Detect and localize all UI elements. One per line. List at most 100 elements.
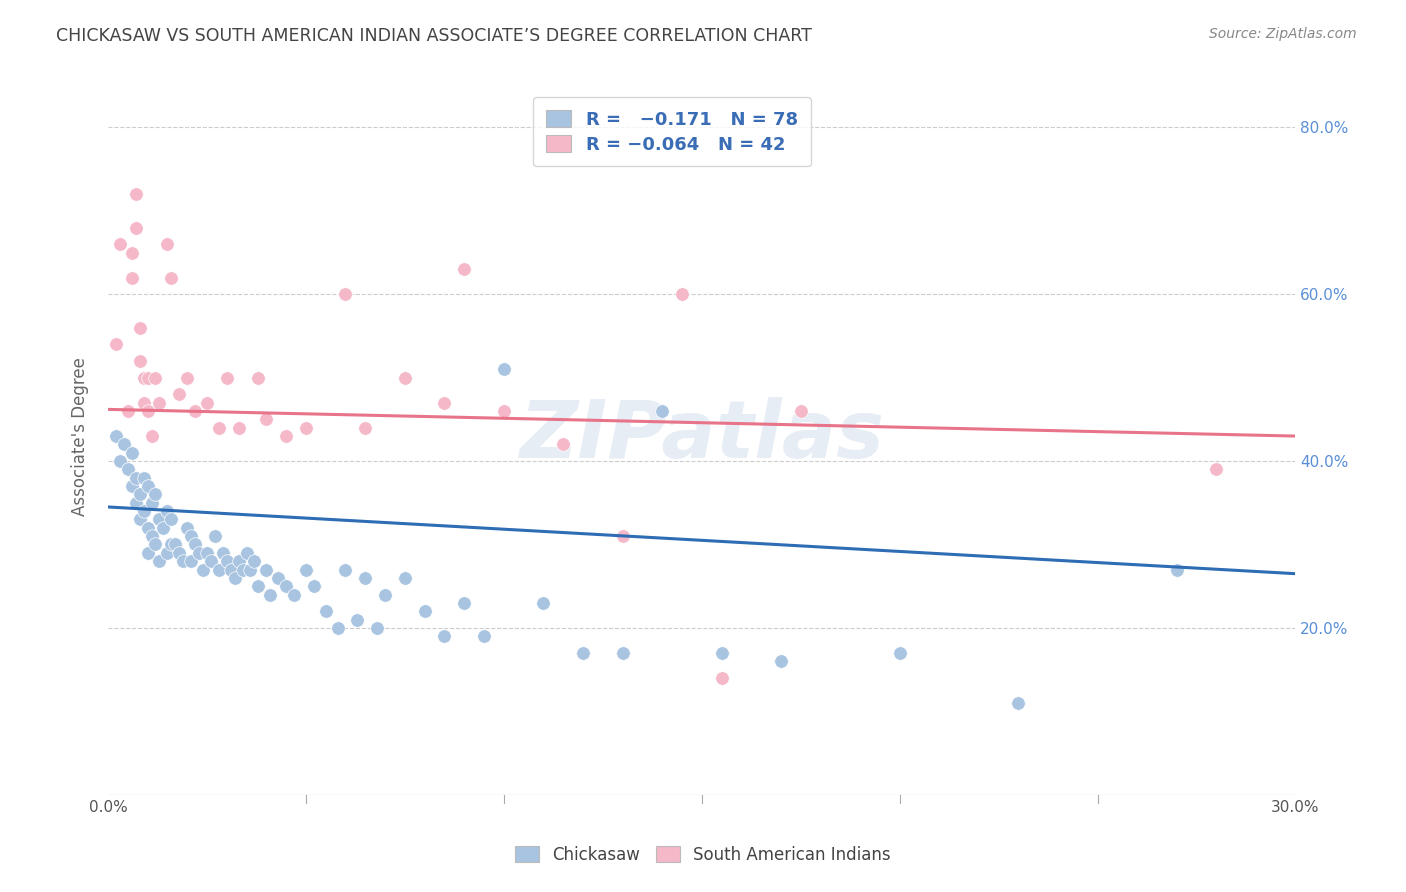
Point (1166, 562, 1188, 576)
Point (208, 562, 231, 576)
Point (167, 387, 190, 401)
Point (492, 362, 515, 376)
Point (247, 579, 270, 593)
Point (413, 604, 436, 618)
Point (172, 554, 194, 568)
Point (204, 529, 226, 543)
Point (710, 671, 733, 685)
Point (789, 404, 811, 418)
Point (235, 546, 257, 560)
Point (315, 604, 337, 618)
Point (247, 370, 270, 384)
Point (354, 421, 377, 435)
Point (136, 546, 159, 560)
Point (125, 471, 148, 485)
Point (184, 404, 207, 418)
Point (239, 562, 262, 576)
Point (125, 187, 148, 202)
Point (156, 504, 179, 518)
Point (572, 646, 595, 660)
Point (145, 537, 167, 551)
Point (132, 471, 155, 485)
Point (531, 596, 554, 610)
Point (180, 554, 202, 568)
Point (148, 395, 170, 409)
Point (366, 621, 388, 635)
Point (132, 370, 155, 384)
Point (335, 562, 357, 576)
Point (125, 496, 148, 510)
Point (160, 512, 183, 526)
Point (141, 429, 163, 443)
Point (274, 579, 297, 593)
Point (769, 654, 792, 668)
Point (156, 237, 179, 252)
Point (128, 512, 150, 526)
Point (374, 588, 396, 602)
Point (346, 613, 368, 627)
Point (176, 521, 198, 535)
Point (274, 429, 297, 443)
Point (232, 562, 254, 576)
Point (148, 512, 170, 526)
Point (160, 270, 183, 285)
Text: CHICKASAW VS SOUTH AMERICAN INDIAN ASSOCIATE’S DEGREE CORRELATION CHART: CHICKASAW VS SOUTH AMERICAN INDIAN ASSOC… (56, 27, 813, 45)
Point (112, 437, 135, 451)
Point (259, 588, 281, 602)
Point (104, 429, 127, 443)
Point (612, 529, 634, 543)
Point (228, 421, 250, 435)
Point (125, 220, 148, 235)
Point (191, 562, 214, 576)
Point (553, 437, 575, 451)
Point (200, 554, 222, 568)
Point (117, 462, 139, 476)
Legend: Chickasaw, South American Indians: Chickasaw, South American Indians (509, 839, 897, 871)
Point (394, 571, 416, 585)
Point (117, 404, 139, 418)
Point (176, 370, 198, 384)
Text: ZIPatlas: ZIPatlas (519, 397, 884, 475)
Point (121, 245, 143, 260)
Point (148, 554, 170, 568)
Point (254, 562, 277, 576)
Point (145, 370, 167, 384)
Point (394, 370, 416, 384)
Point (132, 504, 155, 518)
Point (889, 646, 911, 660)
Point (121, 270, 143, 285)
Point (335, 287, 357, 301)
Point (152, 521, 174, 535)
Point (267, 571, 290, 585)
Point (104, 337, 127, 351)
Point (671, 287, 693, 301)
Point (121, 446, 143, 460)
Point (121, 479, 143, 493)
Point (180, 529, 202, 543)
Point (136, 479, 159, 493)
Point (136, 404, 159, 418)
Point (160, 537, 183, 551)
Point (219, 562, 242, 576)
Point (453, 262, 475, 277)
Point (145, 487, 167, 501)
Point (195, 395, 218, 409)
Point (453, 596, 475, 610)
Point (167, 546, 190, 560)
Point (195, 546, 218, 560)
Point (156, 546, 179, 560)
Point (1007, 696, 1029, 710)
Point (354, 571, 377, 585)
Point (108, 454, 131, 468)
Point (612, 646, 634, 660)
Point (211, 546, 233, 560)
Point (128, 354, 150, 368)
Point (128, 320, 150, 334)
Text: Source: ZipAtlas.com: Source: ZipAtlas.com (1209, 27, 1357, 41)
Point (433, 629, 456, 643)
Point (302, 579, 325, 593)
Point (433, 395, 456, 409)
Y-axis label: Associate's Degree: Associate's Degree (72, 357, 89, 516)
Point (228, 554, 250, 568)
Point (472, 629, 495, 643)
